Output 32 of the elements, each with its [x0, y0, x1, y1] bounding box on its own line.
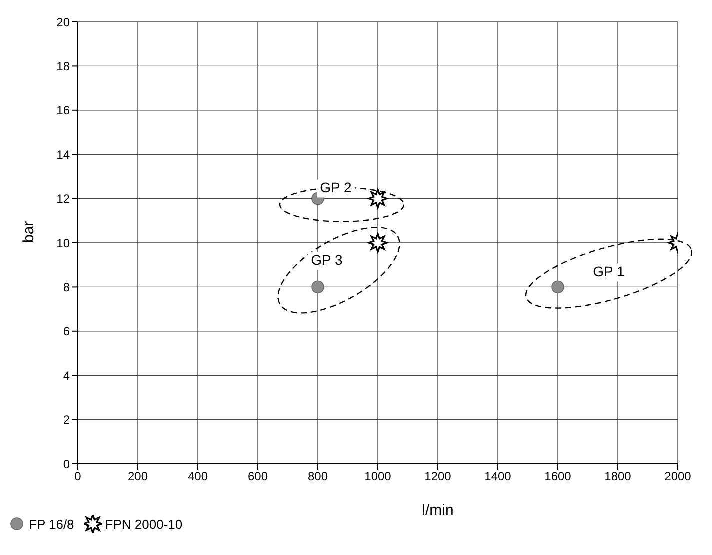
x-tick-label: 0 [74, 470, 82, 484]
point [368, 189, 388, 209]
y-tick-label: 10 [56, 236, 70, 250]
y-tick-label: 6 [63, 324, 70, 339]
x-tick-label: 1400 [484, 470, 512, 484]
x-tick-label: 1800 [604, 470, 632, 484]
legend-label: FP 16/8 [28, 516, 74, 533]
x-tick-label: 600 [248, 470, 268, 484]
x-tick-label: 800 [308, 470, 328, 484]
y-tick-label: 14 [56, 148, 70, 162]
y-tick-label: 18 [56, 59, 70, 74]
y-tick-label: 16 [56, 104, 70, 118]
annotation: GP 3 [311, 252, 344, 268]
annotation: GP 2 [320, 179, 352, 196]
x-tick-label: 2000 [664, 470, 692, 484]
y-tick-label: 12 [56, 192, 70, 206]
point [368, 233, 388, 253]
y-tick-label: 20 [56, 15, 70, 30]
y-tick-label: 4 [63, 368, 70, 383]
x-tick-label: 400 [188, 470, 208, 484]
x-tick-label: 1200 [424, 470, 452, 484]
y-tick-label: 8 [63, 280, 70, 294]
x-tick-label: 1600 [544, 470, 572, 484]
x-tick-label: 200 [128, 470, 148, 484]
annotation: GP 1 [593, 263, 626, 280]
y-axis-title: bar [20, 221, 38, 243]
legend-label: FPN 2000-10 [104, 516, 183, 533]
y-tick-label: 2 [63, 413, 70, 428]
x-axis-title: l/min [422, 502, 454, 519]
x-tick-label: 1000 [364, 470, 392, 484]
point [312, 280, 324, 294]
y-tick-label: 0 [63, 457, 70, 472]
